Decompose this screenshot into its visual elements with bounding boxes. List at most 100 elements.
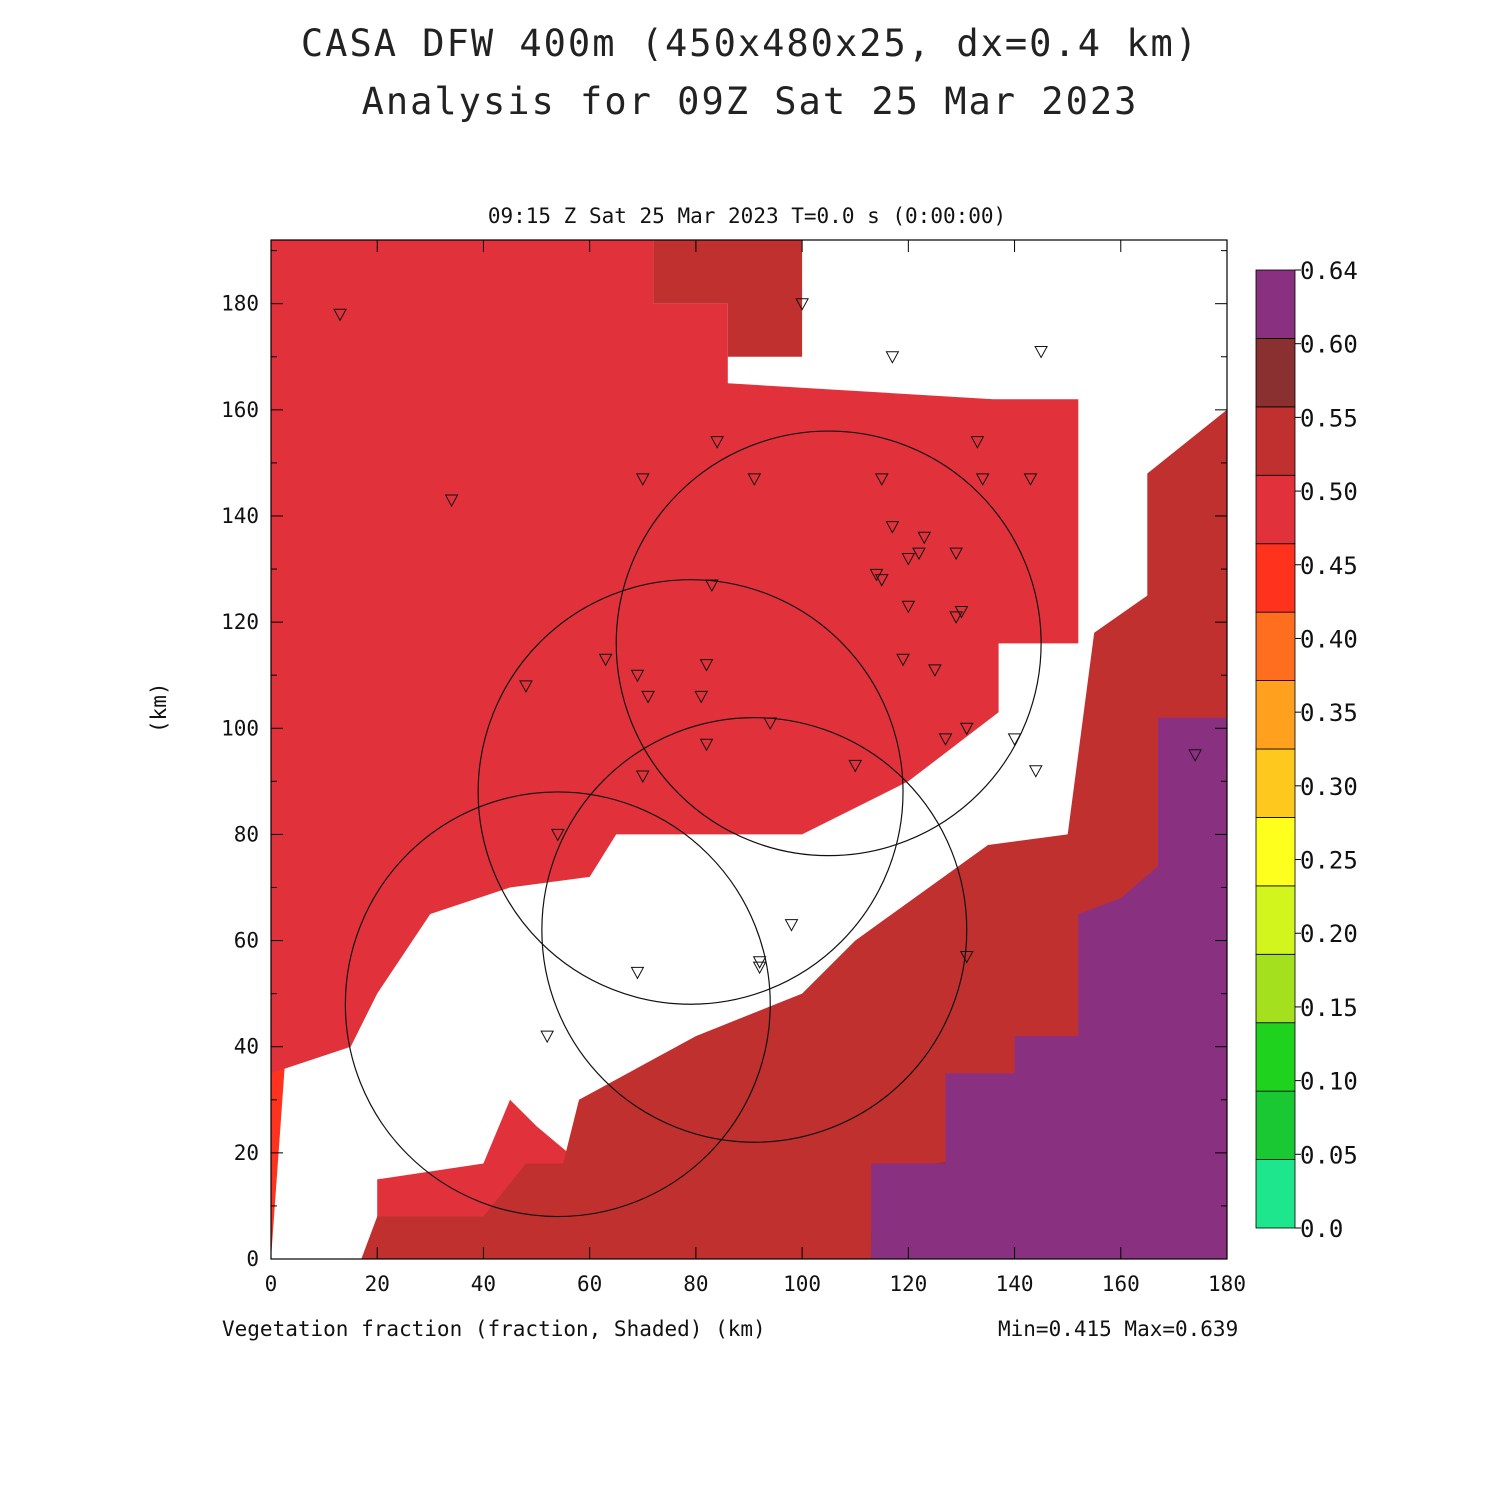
y-tick-label: 20 — [234, 1141, 259, 1165]
chart-title: CASA DFW 400m (450x480x25, dx=0.4 km) — [300, 22, 1200, 65]
colorbar-swatch — [1255, 1022, 1296, 1092]
station-marker — [795, 298, 809, 311]
station-marker — [784, 919, 799, 932]
station-marker — [885, 351, 900, 364]
shaded-field — [271, 240, 1227, 1259]
y-tick-label: 0 — [246, 1247, 259, 1271]
colorbar-label: 0.10 — [1300, 1068, 1358, 1096]
axes: 0 20 40 60 80 100 120 140 160 180 0 20 40 60 80 100 120 1… — [221, 240, 1246, 1296]
colorbar-label: 0.05 — [1300, 1141, 1358, 1169]
plot-subtitle: 09:15 Z Sat 25 Mar 2023 T=0.0 s (0:00:00… — [487, 204, 1007, 228]
colorbar-label: 0.15 — [1300, 994, 1358, 1022]
colorbar-swatch — [1255, 611, 1296, 681]
station-marker — [975, 473, 990, 486]
station-marker — [630, 966, 645, 980]
x-tick-label: 180 — [1208, 1272, 1246, 1296]
station-marker — [1023, 473, 1038, 486]
station-marker — [874, 574, 889, 587]
colorbar-swatch — [1255, 817, 1296, 887]
colorbar-label: 0.30 — [1300, 773, 1358, 801]
station-marker — [901, 600, 916, 614]
x-tick-label: 80 — [683, 1272, 708, 1296]
x-tick-label: 140 — [996, 1272, 1034, 1296]
colorbar-swatch — [1255, 1159, 1296, 1229]
station-marker — [630, 669, 645, 683]
x-tick-label: 0 — [265, 1272, 278, 1296]
station-marker — [641, 690, 655, 704]
station-marker — [917, 531, 932, 545]
colorbar-label: 0.25 — [1300, 847, 1358, 875]
station-marker — [550, 828, 565, 842]
station-marker — [874, 473, 889, 486]
station-marker — [519, 680, 533, 693]
station-marker — [949, 547, 963, 561]
colorbar-label: 0.50 — [1300, 478, 1358, 506]
x-tick-label: 100 — [783, 1272, 821, 1296]
station-marker — [896, 653, 910, 667]
colorbar-swatch — [1255, 1090, 1296, 1160]
station-marker — [333, 308, 347, 322]
station-marker — [699, 659, 714, 672]
colorbar: 0.0 0.05 0.10 0.15 0.20 0.25 0.30 0.35 0.40 0.45 0… — [1255, 257, 1358, 1243]
station-marker — [938, 733, 953, 746]
station-marker — [901, 552, 916, 566]
station-marker — [444, 494, 459, 508]
range-ring-0 — [344, 791, 771, 1218]
station-marker — [1028, 765, 1043, 778]
colorbar-swatch — [1255, 885, 1296, 955]
x-tick-label: 20 — [365, 1272, 390, 1296]
station-markers — [333, 298, 1202, 1044]
station-marker — [928, 664, 942, 677]
station-marker — [763, 717, 778, 731]
x-tick-label: 60 — [577, 1272, 602, 1296]
station-marker — [699, 738, 714, 752]
region-2 — [361, 240, 1227, 1259]
range-ring-3 — [541, 717, 968, 1143]
station-marker — [912, 547, 926, 561]
y-tick-label: 120 — [221, 610, 259, 634]
y-tick-label: 80 — [234, 822, 259, 846]
y-tick-label: 60 — [234, 929, 259, 953]
colorbar-swatch — [1255, 474, 1296, 545]
colorbar-label: 0.35 — [1300, 699, 1358, 727]
x-tick-label: 120 — [889, 1272, 927, 1296]
colorbar-swatch — [1255, 953, 1296, 1024]
plot-frame — [270, 239, 1228, 1260]
y-tick-label: 100 — [221, 716, 259, 740]
station-marker — [970, 436, 985, 449]
colorbar-label: 0.45 — [1300, 552, 1358, 580]
colorbar-label: 0.55 — [1300, 404, 1358, 432]
station-marker — [704, 579, 719, 593]
station-marker — [949, 611, 963, 624]
station-marker — [710, 436, 724, 449]
colorbar-swatch — [1255, 543, 1296, 613]
station-marker — [885, 521, 900, 534]
range-ring-2 — [615, 430, 1042, 857]
y-tick-label: 40 — [234, 1035, 259, 1059]
region-1 — [271, 240, 1079, 1259]
station-marker — [635, 473, 650, 486]
colorbar-label: 0.64 — [1300, 257, 1358, 285]
colorbar-label: 0.60 — [1300, 331, 1358, 359]
footer-min-max: Min=0.415 Max=0.639 — [998, 1317, 1239, 1341]
range-ring-1 — [477, 579, 904, 1005]
station-marker — [598, 653, 613, 667]
colorbar-label: 0.0 — [1300, 1215, 1343, 1243]
y-tick-label: 140 — [221, 504, 259, 528]
region-4 — [871, 622, 1227, 1259]
colorbar-swatch — [1255, 406, 1296, 476]
station-marker — [848, 759, 863, 773]
station-marker — [694, 690, 709, 704]
station-marker — [959, 950, 974, 964]
station-marker — [540, 1030, 555, 1044]
station-marker — [752, 961, 767, 975]
y-tick-label: 160 — [221, 398, 259, 422]
chart-title-line2: Analysis for 09Z Sat 25 Mar 2023 — [361, 80, 1139, 123]
station-marker — [635, 770, 650, 784]
station-marker — [1188, 749, 1202, 762]
colorbar-label: 0.20 — [1300, 920, 1358, 948]
station-marker — [959, 722, 974, 736]
x-tick-label: 40 — [471, 1272, 496, 1296]
footer-field-label: Vegetation fraction (fraction, Shaded) (… — [222, 1317, 766, 1341]
